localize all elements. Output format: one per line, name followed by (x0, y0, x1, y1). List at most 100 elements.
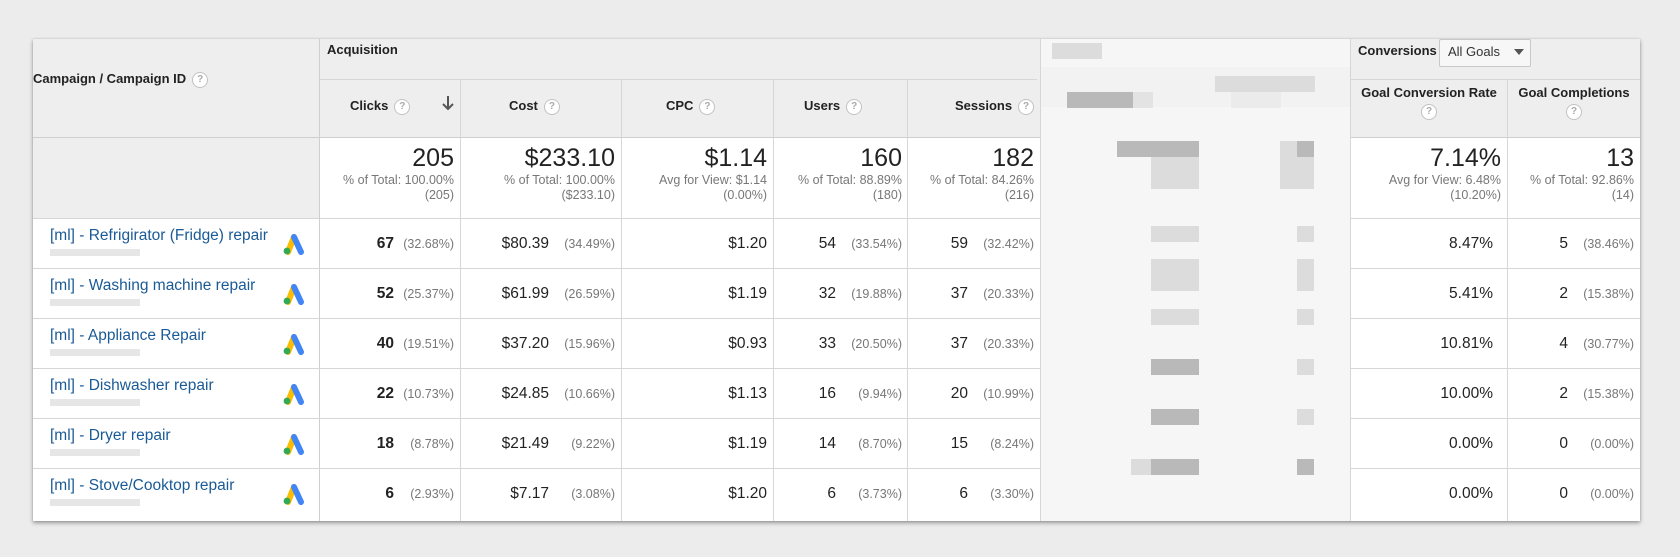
redacted-campaign-id (50, 299, 140, 306)
header-background (33, 39, 1640, 137)
campaign-link[interactable]: [ml] - Refrigirator (Fridge) repair (50, 227, 268, 244)
google-ads-icon[interactable] (281, 282, 307, 311)
cell-clicks: 52 (25.37%) (376, 285, 454, 302)
campaign-link[interactable]: [ml] - Stove/Cooktop repair (50, 477, 235, 494)
cell-cost: $21.49 (9.22%) (501, 435, 615, 452)
goal-select[interactable]: All Goals (1439, 39, 1531, 67)
cell-clicks: 67 (32.68%) (376, 235, 454, 252)
caret-down-icon (1514, 49, 1524, 55)
row-divider (33, 318, 1640, 319)
total-cpc: $1.14 Avg for View: $1.14 (0.00%) (622, 144, 767, 203)
total-goal-completions: 13 % of Total: 92.86% (14) (1508, 144, 1634, 203)
redacted-campaign-id (50, 449, 140, 456)
campaign-link[interactable]: [ml] - Appliance Repair (50, 327, 206, 344)
cell-clicks: 6 (2.93%) (385, 485, 454, 502)
total-users-value: 160 (860, 144, 902, 172)
cell-goal-conversion-rate: 0.00% (1449, 435, 1493, 452)
group-divider (319, 79, 1037, 80)
campaign-link[interactable]: [ml] - Dryer repair (50, 427, 171, 444)
question-circle-icon[interactable]: ? (394, 98, 411, 115)
grid-line (1350, 39, 1351, 521)
grid-line (319, 39, 320, 521)
total-cpc-value: $1.14 (704, 144, 767, 172)
cell-sessions: 15 (8.24%) (950, 435, 1034, 452)
total-cost-value: $233.10 (524, 144, 615, 172)
campaign-column-header[interactable]: Campaign / Campaign ID? (33, 71, 319, 88)
question-circle-icon[interactable]: ? (1421, 104, 1437, 120)
total-cost: $233.10 % of Total: 100.00% ($233.10) (461, 144, 615, 203)
conversions-group-header: Conversions (1358, 43, 1437, 58)
cpc-column-header[interactable]: CPC? (666, 98, 716, 115)
cell-cpc: $1.20 (728, 485, 767, 502)
cell-goal-completions: 4 (30.77%) (1559, 335, 1634, 352)
sessions-column-header[interactable]: Sessions? (955, 98, 1035, 115)
google-ads-icon[interactable] (281, 232, 307, 261)
question-circle-icon[interactable]: ? (543, 98, 560, 115)
google-ads-icon[interactable] (281, 482, 307, 511)
google-ads-icon[interactable] (281, 332, 307, 361)
total-clicks-value: 205 (412, 144, 454, 172)
total-gc-value: 13 (1606, 144, 1634, 172)
cell-goal-conversion-rate: 10.81% (1440, 335, 1493, 352)
grid-line (1507, 79, 1508, 521)
cell-goal-completions: 0 (0.00%) (1559, 435, 1634, 452)
grid-line (773, 79, 774, 521)
cell-sessions: 37 (20.33%) (950, 335, 1034, 352)
question-circle-icon[interactable]: ? (1018, 98, 1035, 115)
total-cpc-share: Avg for View: $1.14 (659, 173, 767, 187)
cell-goal-conversion-rate: 5.41% (1449, 285, 1493, 302)
redacted-campaign-id (50, 399, 140, 406)
goal-completions-column-header[interactable]: Goal Completions ? (1508, 85, 1640, 120)
table-row: [ml] - Stove/Cooktop repair 6 (2.93%) $7.17… (33, 469, 1640, 519)
cell-users: 54 (33.54%) (818, 235, 902, 252)
cell-goal-completions: 2 (15.38%) (1559, 385, 1634, 402)
campaign-link[interactable]: [ml] - Washing machine repair (50, 277, 256, 294)
question-circle-icon[interactable]: ? (192, 71, 209, 88)
totals-label-cell (33, 138, 319, 218)
redacted-campaign-id (50, 499, 140, 506)
acquisition-group-header: Acquisition (327, 42, 398, 57)
total-sessions-base: (216) (1004, 188, 1034, 202)
total-cost-share: % of Total: 100.00% (504, 173, 615, 187)
cell-goal-conversion-rate: 0.00% (1449, 485, 1493, 502)
cost-column-header[interactable]: Cost? (509, 98, 560, 115)
row-divider (33, 268, 1640, 269)
campaign-column-label: Campaign / Campaign ID (33, 71, 187, 86)
cell-goal-conversion-rate: 10.00% (1440, 385, 1493, 402)
total-users-base: (180) (872, 188, 902, 202)
grid-line (907, 79, 908, 521)
total-users-share: % of Total: 88.89% (797, 173, 902, 187)
google-ads-icon[interactable] (281, 382, 307, 411)
question-circle-icon[interactable]: ? (846, 98, 863, 115)
cell-goal-conversion-rate: 8.47% (1449, 235, 1493, 252)
question-circle-icon[interactable]: ? (1566, 104, 1582, 120)
question-circle-icon[interactable]: ? (699, 98, 716, 115)
campaign-link[interactable]: [ml] - Dishwasher repair (50, 377, 214, 394)
cpc-column-label: CPC (666, 98, 694, 113)
users-column-header[interactable]: Users? (804, 98, 863, 115)
cell-goal-completions: 2 (15.38%) (1559, 285, 1634, 302)
total-gc-base: (14) (1611, 188, 1634, 202)
arrow-down-icon[interactable] (441, 94, 455, 114)
cell-sessions: 6 (3.30%) (959, 485, 1034, 502)
cell-sessions: 20 (10.99%) (950, 385, 1034, 402)
clicks-column-header[interactable]: Clicks? (350, 98, 411, 115)
cell-cpc: $1.13 (728, 385, 767, 402)
cell-cost: $7.17 (3.08%) (510, 485, 615, 502)
goal-conversion-rate-column-label: Goal Conversion Rate (1361, 85, 1497, 100)
cell-users: 14 (8.70%) (818, 435, 902, 452)
cell-cost: $80.39 (34.49%) (501, 235, 615, 252)
cell-clicks: 40 (19.51%) (376, 335, 454, 352)
table-row: [ml] - Dryer repair 18 (8.78%) $21.49 (9.22%… (33, 419, 1640, 469)
cell-clicks: 22 (10.73%) (376, 385, 454, 402)
grid-line (1040, 39, 1041, 521)
row-divider (33, 368, 1640, 369)
total-goal-conversion-rate: 7.14% Avg for View: 6.48% (10.20%) (1351, 144, 1501, 203)
cell-users: 32 (19.88%) (818, 285, 902, 302)
redacted-campaign-id (50, 349, 140, 356)
row-divider (33, 418, 1640, 419)
google-ads-icon[interactable] (281, 432, 307, 461)
goal-conversion-rate-column-header[interactable]: Goal Conversion Rate ? (1351, 85, 1507, 120)
table-body: [ml] - Refrigirator (Fridge) repair 67 (32… (33, 219, 1640, 521)
cell-goal-completions: 5 (38.46%) (1559, 235, 1634, 252)
